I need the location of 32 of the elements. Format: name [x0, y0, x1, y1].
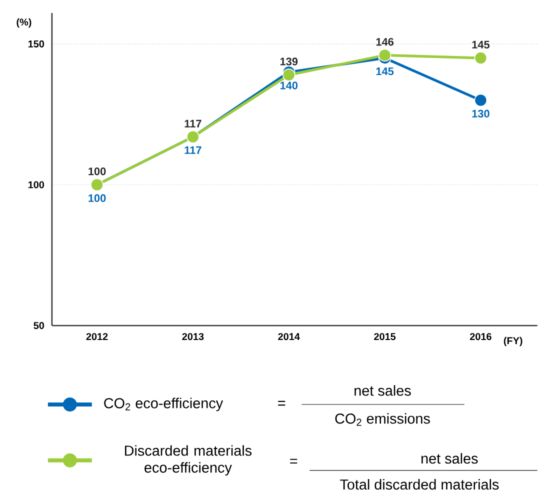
x-tick-label: 2015 — [374, 332, 396, 340]
data-label: 139 — [280, 58, 298, 66]
data-label: 117 — [184, 146, 202, 154]
data-label: 130 — [472, 110, 490, 118]
data-label: 100 — [88, 194, 106, 202]
y-tick-label: 150 — [28, 40, 44, 48]
data-label: 146 — [376, 38, 394, 46]
y-tick-label: 100 — [28, 181, 44, 188]
y-axis-title: (%) — [16, 18, 32, 28]
data-label: 117 — [184, 120, 202, 128]
data-label: 100 — [88, 167, 106, 176]
point — [474, 51, 488, 64]
y-tick-label: 50 — [34, 322, 44, 329]
text: Total discarded materials — [340, 478, 499, 490]
text: CO$_{2}$ emissions — [335, 412, 430, 426]
point — [378, 48, 392, 62]
data-label: 145 — [376, 67, 394, 76]
x-tick-label: 2016 — [470, 332, 492, 340]
point — [282, 68, 296, 82]
legend-label: Discarded materials eco-efficiency — [125, 445, 252, 476]
text: = — [290, 458, 298, 464]
x-tick-label: 2014 — [278, 332, 300, 340]
text: net sales — [354, 385, 411, 396]
data-label: 140 — [280, 81, 298, 90]
x-axis-title: (FY) — [504, 336, 522, 346]
text: net sales — [421, 452, 478, 464]
legend-label: CO$_{2}$ eco-efficiency — [104, 398, 224, 412]
data-label: 145 — [472, 40, 490, 48]
point — [474, 94, 488, 107]
text: = — [278, 400, 286, 406]
x-tick-label: 2013 — [182, 332, 204, 340]
x-tick-label: 2012 — [86, 332, 108, 340]
